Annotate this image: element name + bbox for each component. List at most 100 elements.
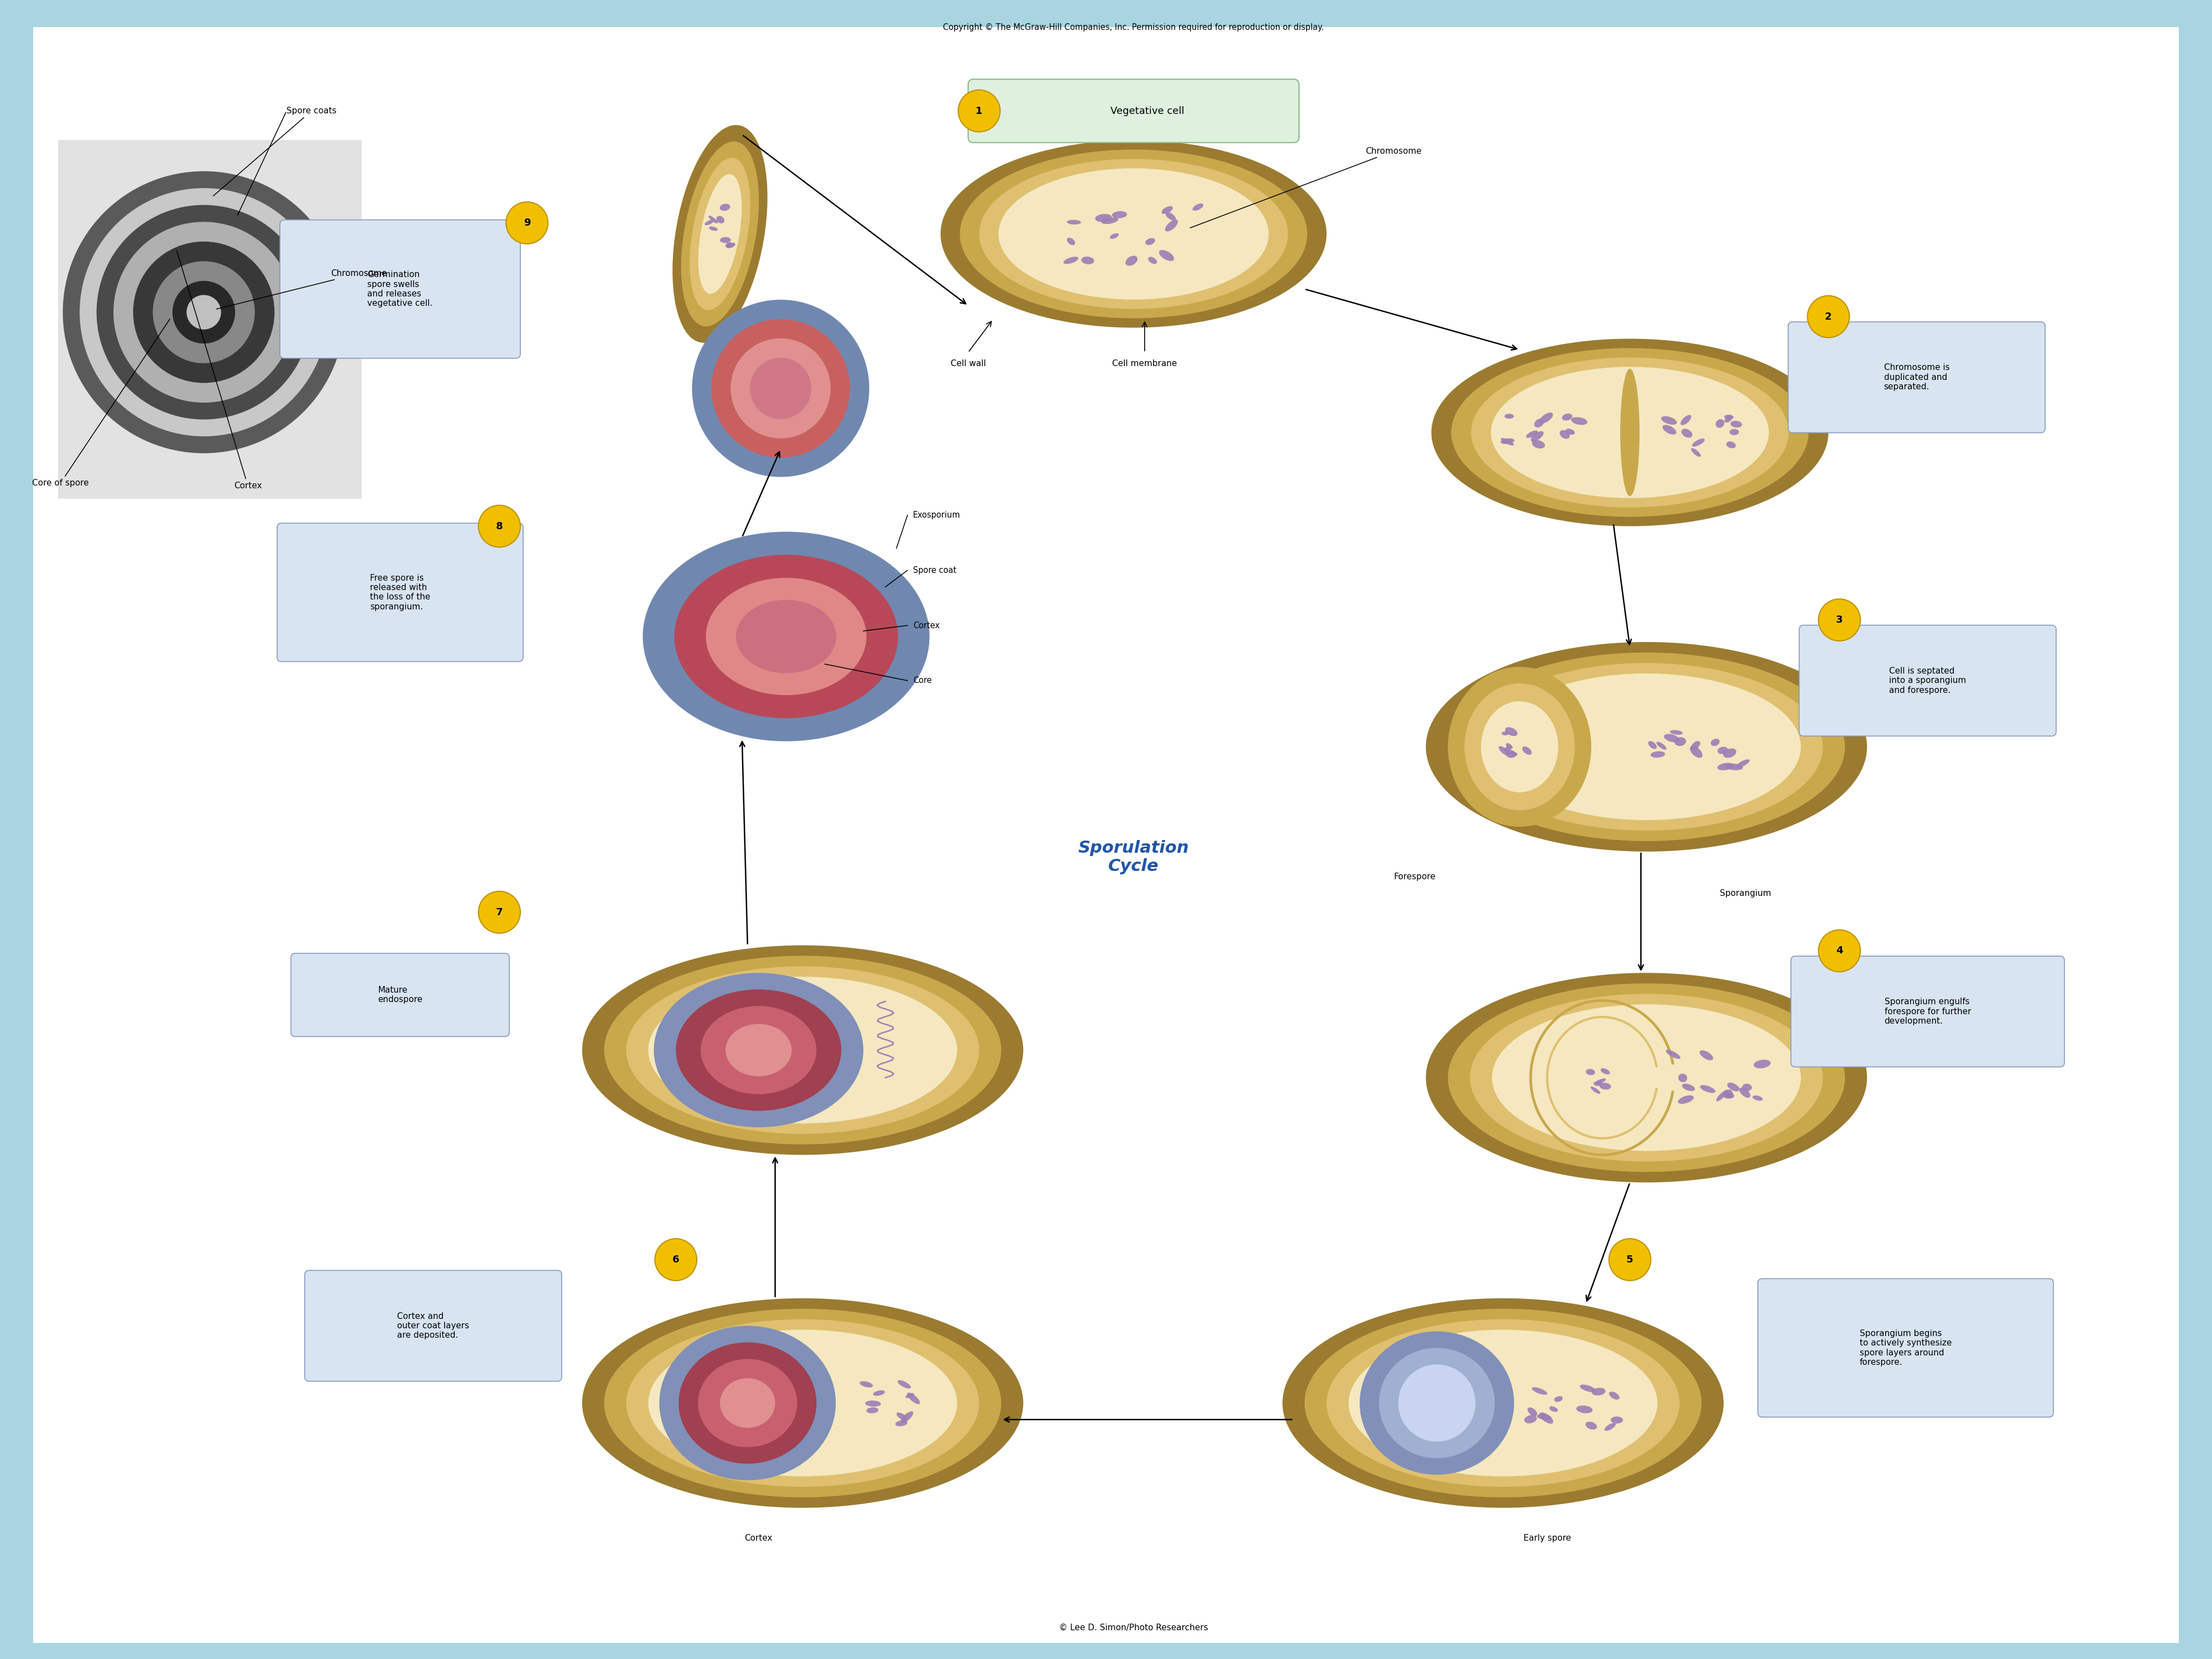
Ellipse shape [1736,760,1750,768]
Text: Spore coat: Spore coat [914,566,956,574]
Ellipse shape [604,1309,1002,1498]
Ellipse shape [1679,1073,1688,1082]
Text: Cell is septated
into a sporangium
and forespore.: Cell is septated into a sporangium and f… [1889,667,1966,695]
Circle shape [478,891,520,932]
Circle shape [113,222,294,401]
Text: Sporulation
Cycle: Sporulation Cycle [1077,839,1190,874]
Ellipse shape [1663,733,1679,742]
Text: Spore coats: Spore coats [212,106,336,196]
Ellipse shape [998,168,1270,300]
Ellipse shape [699,1359,796,1447]
Ellipse shape [1710,738,1719,747]
Ellipse shape [1524,1415,1537,1423]
Text: 5: 5 [1626,1254,1632,1264]
Circle shape [655,1239,697,1281]
Ellipse shape [726,242,734,249]
Ellipse shape [1725,441,1736,448]
Text: 3: 3 [1836,615,1843,625]
Ellipse shape [1610,1417,1624,1423]
Ellipse shape [1562,413,1573,421]
Ellipse shape [905,1394,914,1399]
Ellipse shape [726,242,732,247]
Ellipse shape [1449,984,1845,1171]
Ellipse shape [582,946,1024,1155]
Ellipse shape [1586,1068,1595,1075]
Ellipse shape [1717,747,1728,755]
Ellipse shape [1650,752,1666,758]
Circle shape [958,90,1000,131]
Ellipse shape [1506,743,1513,748]
Ellipse shape [1540,413,1553,423]
Ellipse shape [1095,214,1113,222]
Ellipse shape [1555,1397,1564,1402]
Ellipse shape [1548,1407,1557,1412]
Ellipse shape [1743,1083,1752,1092]
Ellipse shape [1522,747,1531,755]
Circle shape [97,206,310,420]
Ellipse shape [907,1392,920,1404]
Ellipse shape [1360,1331,1513,1475]
Ellipse shape [1566,428,1575,435]
Ellipse shape [672,124,768,343]
Ellipse shape [677,989,841,1112]
Ellipse shape [1692,438,1705,446]
Ellipse shape [1692,448,1701,456]
Circle shape [692,300,869,476]
Ellipse shape [1471,994,1823,1161]
Ellipse shape [1670,730,1683,735]
Text: Chromosome is
duplicated and
separated.: Chromosome is duplicated and separated. [1885,363,1949,392]
Ellipse shape [1082,257,1095,264]
Ellipse shape [659,1326,836,1480]
Text: Sporangium engulfs
forespore for further
development.: Sporangium engulfs forespore for further… [1885,997,1971,1025]
Text: Forespore: Forespore [1394,873,1436,881]
FancyBboxPatch shape [1759,1279,2053,1417]
Circle shape [188,295,221,328]
Ellipse shape [1752,1095,1763,1100]
Ellipse shape [1577,1405,1593,1413]
Circle shape [730,338,830,438]
Ellipse shape [1449,652,1845,841]
Ellipse shape [1586,1422,1597,1430]
Text: Exosporium: Exosporium [914,511,960,519]
Ellipse shape [1504,727,1517,737]
Ellipse shape [1728,1083,1739,1092]
Ellipse shape [708,216,719,224]
FancyBboxPatch shape [1787,322,2046,433]
Text: 6: 6 [672,1254,679,1264]
Text: Core of spore: Core of spore [31,319,170,488]
Circle shape [153,262,254,363]
Ellipse shape [1540,1412,1553,1423]
Ellipse shape [1500,438,1513,446]
Ellipse shape [1739,1087,1750,1098]
Ellipse shape [1679,1095,1694,1103]
Ellipse shape [1166,212,1177,221]
Circle shape [80,189,327,436]
Ellipse shape [655,972,863,1128]
Ellipse shape [980,159,1287,309]
Ellipse shape [1327,1319,1679,1486]
Ellipse shape [679,1342,816,1463]
Ellipse shape [1066,237,1075,246]
Ellipse shape [1161,206,1172,214]
Ellipse shape [1192,204,1203,211]
Ellipse shape [896,1420,907,1427]
Ellipse shape [1531,431,1544,441]
Ellipse shape [1126,255,1137,265]
Ellipse shape [1599,1083,1610,1090]
Text: 1: 1 [975,106,982,116]
Ellipse shape [1681,415,1692,425]
Ellipse shape [1723,748,1736,758]
Ellipse shape [719,1379,774,1428]
Circle shape [750,358,812,418]
Ellipse shape [1528,1407,1537,1417]
Ellipse shape [1657,742,1666,750]
Ellipse shape [708,227,719,231]
Ellipse shape [1378,1347,1495,1458]
Ellipse shape [1305,1309,1701,1498]
Circle shape [478,506,520,547]
Ellipse shape [1533,440,1544,448]
Ellipse shape [626,1319,980,1486]
Ellipse shape [706,221,714,226]
Text: Mature
endospore: Mature endospore [378,985,422,1004]
Ellipse shape [1595,1078,1606,1083]
